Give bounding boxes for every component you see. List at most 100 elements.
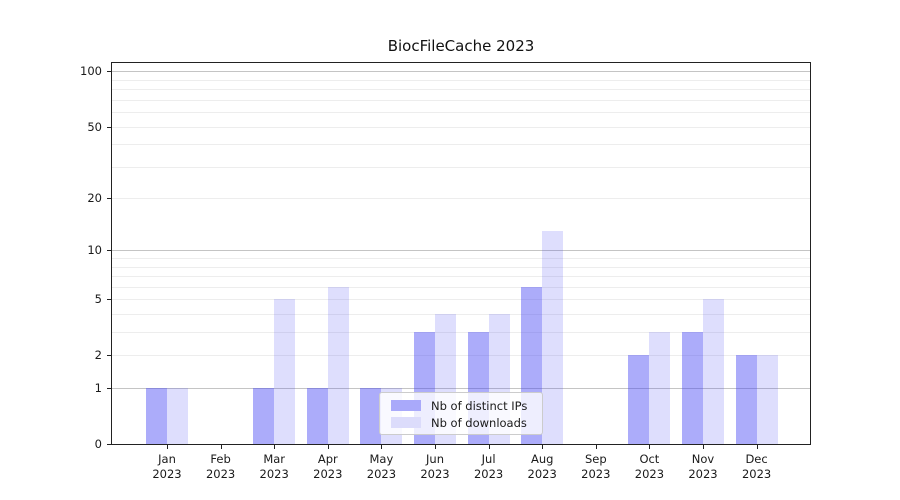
gridline-minor <box>112 286 810 288</box>
x-tick-label-dec: Dec 2023 <box>725 452 789 482</box>
x-tick-label-jan: Jan 2023 <box>135 452 199 482</box>
x-tick-label-jun: Jun 2023 <box>403 452 467 482</box>
x-tick-month: Aug <box>530 452 554 466</box>
x-tick-year: 2023 <box>527 467 557 481</box>
y-tick-mark <box>107 444 111 445</box>
gridline-minor <box>112 126 810 128</box>
bar-distinct-ips-may <box>360 388 382 444</box>
x-tick-mark <box>542 445 544 449</box>
legend: Nb of distinct IPs Nb of downloads <box>379 392 543 435</box>
x-tick-label-nov: Nov 2023 <box>671 452 735 482</box>
bar-distinct-ips-mar <box>253 388 275 444</box>
y-tick-mark <box>107 126 111 128</box>
x-tick-mark <box>435 445 436 449</box>
x-tick-year: 2023 <box>259 467 289 481</box>
x-tick-mark <box>488 445 490 449</box>
x-tick-month: Mar <box>263 452 286 466</box>
x-tick-label-aug: Aug 2023 <box>510 452 574 482</box>
x-tick-label-may: May 2023 <box>349 452 413 482</box>
gridline-minor <box>112 355 810 357</box>
x-tick-year: 2023 <box>420 467 450 481</box>
gridline-minor <box>112 144 810 146</box>
bar-distinct-ips-apr <box>306 388 328 444</box>
gridline-minor <box>112 314 810 315</box>
y-tick-mark <box>107 250 111 252</box>
x-tick-year: 2023 <box>581 467 611 481</box>
bar-distinct-ips-jan <box>146 388 167 444</box>
y-tick-label: 5 <box>94 292 102 307</box>
x-tick-month: Sep <box>584 452 607 466</box>
y-tick-label: 0 <box>94 437 102 451</box>
legend-label-distinct-ips: Nb of distinct IPs <box>431 398 528 413</box>
bar-downloads-dec <box>756 355 778 444</box>
bar-downloads-nov <box>703 299 724 444</box>
x-tick-mark <box>756 445 758 449</box>
y-tick-mark <box>107 71 111 73</box>
x-tick-month: Nov <box>691 452 715 466</box>
y-tick-label: 50 <box>87 119 102 134</box>
legend-swatch-downloads <box>391 417 421 428</box>
gridline-major <box>112 71 810 73</box>
plot-area <box>111 62 811 445</box>
y-tick-mark <box>107 388 111 389</box>
bar-downloads-aug <box>542 230 564 444</box>
x-tick-month: Apr <box>317 452 338 466</box>
x-tick-year: 2023 <box>205 467 236 481</box>
bar-distinct-ips-nov <box>682 332 703 444</box>
x-tick-mark <box>220 445 222 449</box>
y-tick-mark <box>107 198 111 200</box>
x-tick-mark <box>381 445 383 449</box>
y-tick-mark <box>107 355 111 357</box>
y-tick-label: 100 <box>80 64 102 79</box>
y-tick-label: 1 <box>94 381 102 395</box>
x-tick-label-mar: Mar 2023 <box>242 452 306 482</box>
x-tick-mark <box>595 445 597 449</box>
bar-downloads-apr <box>327 286 349 444</box>
legend-item-downloads: Nb of downloads <box>388 414 534 431</box>
gridline-minor <box>112 166 810 168</box>
x-tick-month: Jan <box>158 452 176 466</box>
x-tick-month: May <box>369 452 394 466</box>
bar-distinct-ips-oct <box>628 355 650 444</box>
gridline-minor <box>112 112 810 114</box>
gridline-minor <box>112 332 810 334</box>
x-tick-year: 2023 <box>473 467 504 481</box>
bar-downloads-mar <box>274 299 296 444</box>
legend-swatch-distinct-ips <box>391 400 421 411</box>
gridline-minor <box>112 299 810 301</box>
gridline-minor <box>112 79 810 81</box>
x-tick-year: 2023 <box>366 467 397 481</box>
y-tick-label: 2 <box>94 348 102 363</box>
x-tick-label-oct: Oct 2023 <box>617 452 681 482</box>
x-tick-mark <box>703 445 704 449</box>
x-tick-month: Dec <box>745 452 768 466</box>
gridline-minor <box>112 99 810 101</box>
x-tick-mark <box>167 445 168 449</box>
x-tick-month: Feb <box>210 452 231 466</box>
x-tick-label-sep: Sep 2023 <box>564 452 628 482</box>
x-tick-year: 2023 <box>688 467 718 481</box>
gridline-major <box>112 388 810 389</box>
legend-item-distinct-ips: Nb of distinct IPs <box>388 397 534 414</box>
x-tick-label-apr: Apr 2023 <box>296 452 360 482</box>
bar-downloads-jan <box>167 388 188 444</box>
gridline-minor <box>112 89 810 91</box>
x-tick-month: Oct <box>639 452 660 466</box>
x-tick-year: 2023 <box>741 467 772 481</box>
y-tick-label: 20 <box>87 191 102 206</box>
gridline-minor <box>112 276 810 278</box>
x-tick-year: 2023 <box>152 467 182 481</box>
y-tick-label: 10 <box>87 243 102 258</box>
chart-title: BiocFileCache 2023 <box>387 37 535 55</box>
gridline-major <box>112 250 810 252</box>
x-tick-label-jul: Jul 2023 <box>457 452 521 482</box>
x-tick-month: Jul <box>481 452 496 466</box>
bar-distinct-ips-dec <box>735 355 757 444</box>
gridline-minor <box>112 198 810 200</box>
x-tick-mark <box>327 445 329 449</box>
x-tick-mark <box>649 445 651 449</box>
bar-downloads-oct <box>649 332 671 444</box>
x-tick-mark <box>274 445 276 449</box>
x-tick-year: 2023 <box>313 467 343 481</box>
